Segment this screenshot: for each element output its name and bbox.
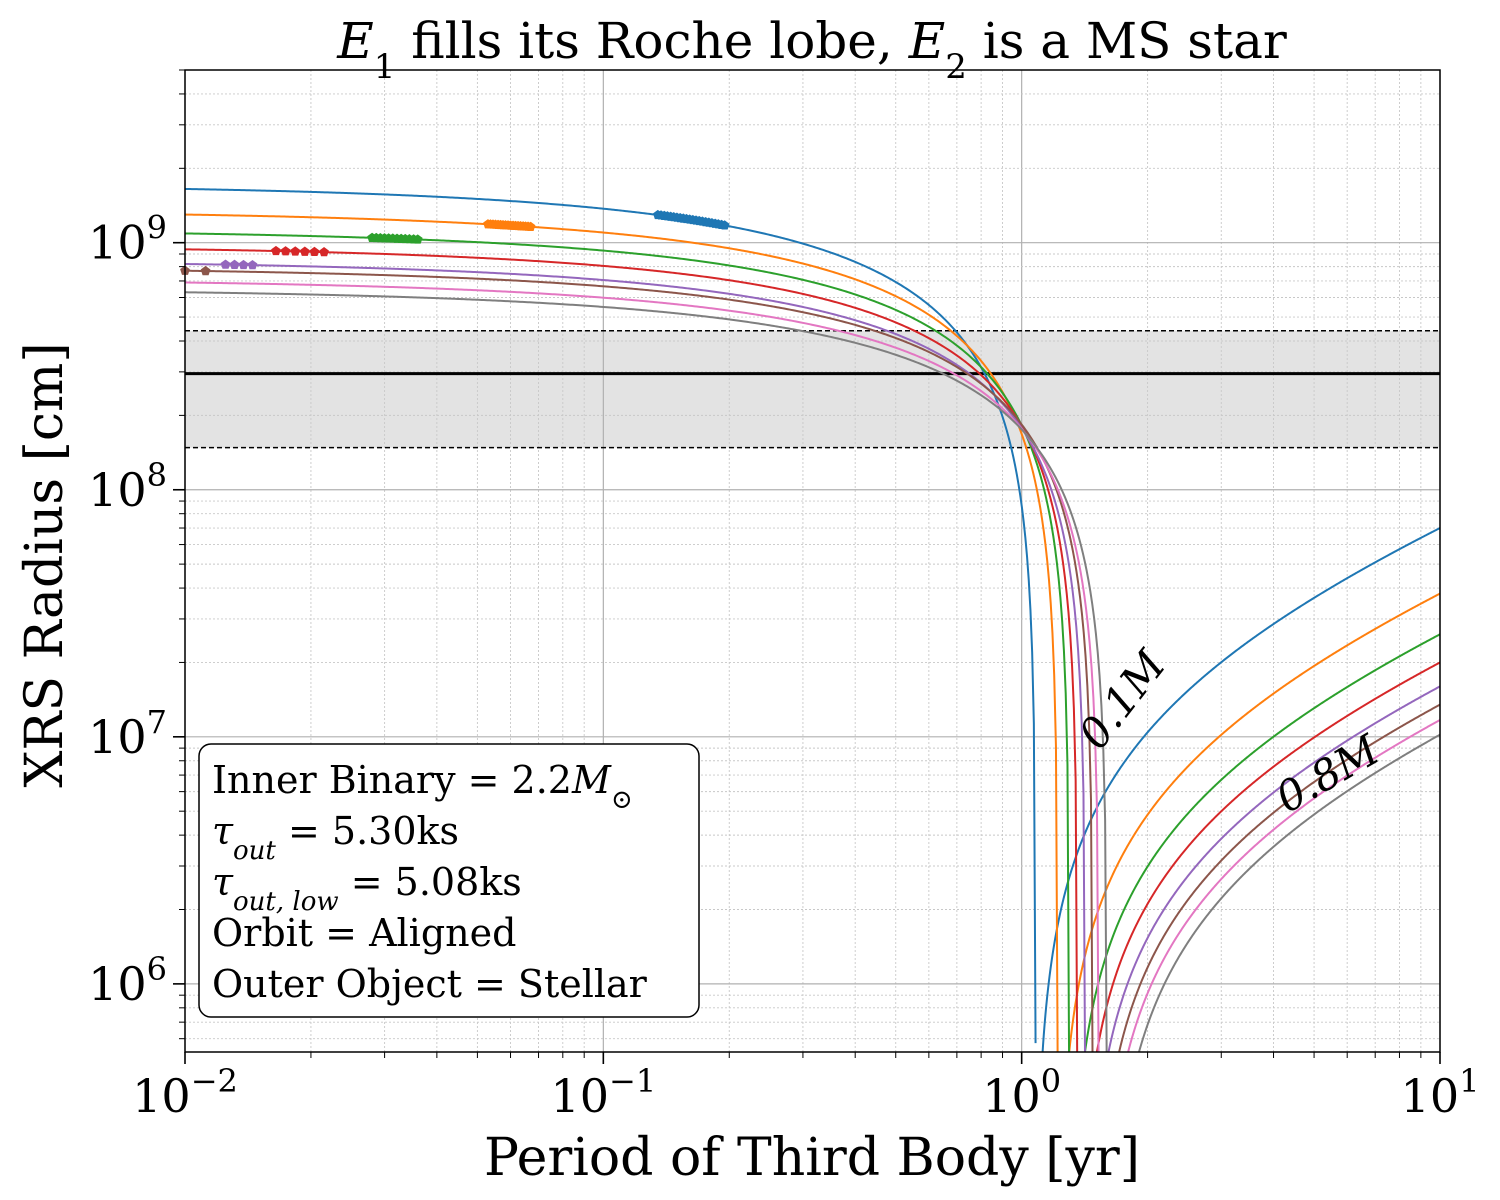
series-0.4M-marker [319, 247, 329, 257]
series-0.8M-right-line [1137, 733, 1440, 1052]
series-0.5M-marker [247, 260, 258, 270]
x-axis-label: Period of Third Body [yr] [484, 1128, 1140, 1188]
series-3-group [185, 232, 1440, 1052]
series-5-group [185, 262, 1440, 1052]
y-axis-label: XRS Radius [cm] [15, 342, 75, 787]
series-0.2M-left-line [185, 213, 1059, 1052]
series-0.4M-marker [271, 245, 281, 256]
series-0.5M-marker [229, 259, 240, 269]
series-0.2M-marker [525, 221, 536, 231]
info-box: Inner Binary = 2.2M⊙ τout = 5.30ks τout,… [198, 743, 700, 1018]
series-0.1M-marker [719, 220, 730, 230]
series-0.5M-left-line [185, 262, 1086, 1052]
axis-ticks: 10−2 10−1 100 101 106 107 108 109 [88, 69, 1480, 1123]
series-0.6M-marker [200, 265, 211, 276]
info-line-orbit: Orbit = Aligned [212, 911, 516, 955]
series-0.3M-right-line [1083, 633, 1440, 1052]
x-tick-label: 10−1 [550, 1062, 656, 1123]
series-curves [185, 187, 1440, 1052]
curve-label-0.8M: 0.8M [1268, 725, 1388, 823]
uncertainty-band [185, 330, 1440, 448]
band-fill [185, 330, 1440, 448]
series-0.4M-left-line [185, 248, 1079, 1052]
series-0.7M-right-line [1127, 719, 1440, 1052]
series-0.5M-marker [238, 259, 249, 270]
series-8-group [185, 291, 1440, 1052]
x-tick-label: 101 [1401, 1062, 1480, 1123]
series-0.1M-left-line [185, 187, 1037, 1044]
y-tick-label: 106 [88, 950, 167, 1011]
series-0.6M-right-line [1118, 703, 1440, 1052]
series-6-group [185, 269, 1440, 1052]
series-0.4M-marker [280, 246, 291, 256]
series-7-group [185, 281, 1440, 1052]
series-0.4M-marker [309, 246, 320, 257]
x-tick-label: 10−2 [132, 1062, 238, 1123]
info-line-tau-out-low: τout, low = 5.08ks [212, 860, 522, 917]
series-0.2M-right-line [1068, 592, 1440, 1052]
y-tick-label: 109 [88, 209, 167, 270]
series-0.5M-marker [220, 259, 231, 269]
axes-frame [184, 69, 1441, 1053]
band-lines [185, 330, 1440, 449]
series-0.8M-left-line [185, 291, 1108, 1052]
series-0.4M-right-line [1095, 661, 1440, 1052]
series-1-group [185, 187, 1440, 1052]
series-markers [180, 209, 730, 276]
chart-title: E1 fills its Roche lobe, E2 is a MS star [336, 12, 1287, 87]
series-0.3M-left-line [185, 232, 1071, 1052]
series-4-group [185, 248, 1440, 1052]
series-0.4M-marker [299, 246, 310, 256]
info-line-outer-object: Outer Object = Stellar [212, 962, 648, 1006]
series-2-group [185, 213, 1440, 1052]
info-line-tau-out: τout = 5.30ks [212, 809, 459, 866]
series-0.5M-right-line [1107, 685, 1440, 1052]
y-tick-label: 108 [88, 456, 167, 517]
series-0.3M-marker [412, 234, 423, 244]
series-0.4M-marker [290, 246, 301, 256]
series-0.1M-right-line [1041, 527, 1440, 1052]
x-tick-label: 100 [982, 1062, 1061, 1123]
info-line-inner-binary: Inner Binary = 2.2M⊙ [212, 758, 633, 815]
y-tick-label: 107 [88, 703, 167, 764]
series-0.6M-left-line [185, 269, 1094, 1052]
series-0.7M-left-line [185, 281, 1100, 1052]
info-box-frame [198, 743, 700, 1018]
axes-border [184, 69, 1441, 1053]
